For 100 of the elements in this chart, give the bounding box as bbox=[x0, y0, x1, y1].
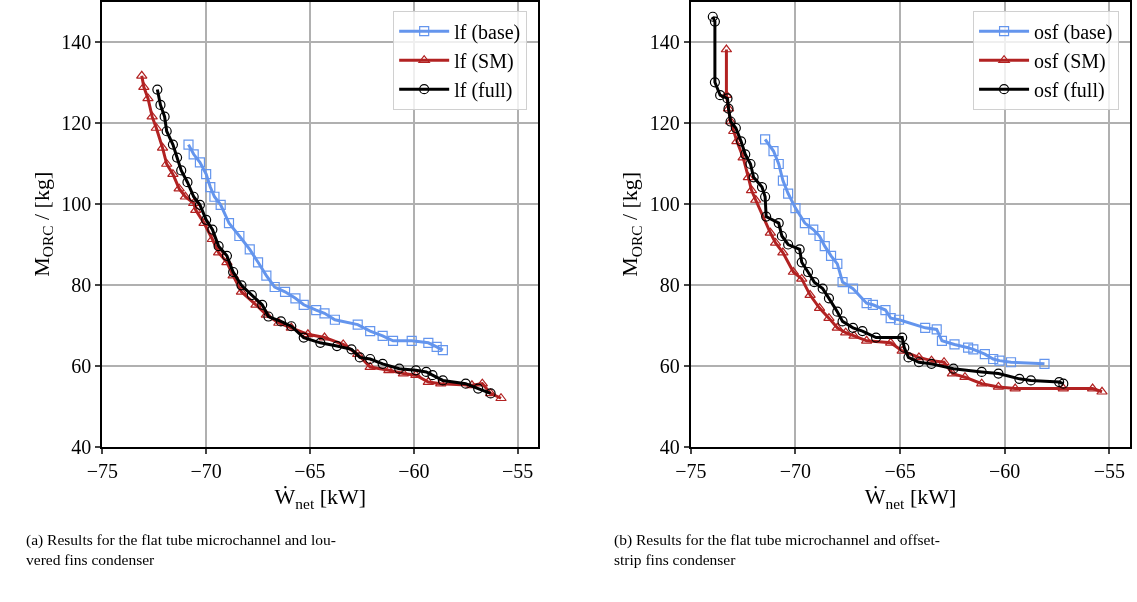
point bbox=[290, 293, 301, 304]
point bbox=[421, 366, 432, 378]
point bbox=[205, 181, 216, 193]
point bbox=[1054, 376, 1065, 388]
point bbox=[709, 77, 720, 88]
point bbox=[745, 158, 756, 170]
point bbox=[236, 280, 247, 291]
point bbox=[979, 349, 990, 360]
point bbox=[167, 139, 179, 150]
legend-label: lf (base) bbox=[454, 20, 521, 44]
point bbox=[176, 165, 187, 176]
point bbox=[790, 203, 801, 214]
x-axis-title: Ẇ$_{net}$ [kW] bbox=[864, 484, 957, 512]
point bbox=[847, 322, 859, 333]
point bbox=[394, 363, 405, 374]
point bbox=[913, 352, 925, 361]
y-tick-label: 40 bbox=[71, 435, 92, 458]
x-axis-title: Ẇ$_{net}$ [kW] bbox=[274, 484, 367, 512]
point bbox=[920, 322, 931, 333]
point bbox=[777, 175, 789, 186]
legend-label: osf (full) bbox=[1034, 78, 1105, 102]
point bbox=[383, 365, 395, 374]
point bbox=[949, 339, 960, 350]
point bbox=[1096, 386, 1108, 395]
point bbox=[804, 289, 816, 298]
point bbox=[794, 244, 805, 255]
point bbox=[246, 289, 257, 301]
point bbox=[329, 314, 340, 325]
point bbox=[760, 134, 771, 145]
point bbox=[837, 277, 848, 288]
x-tick-label: −60 bbox=[989, 459, 1021, 482]
point bbox=[302, 329, 314, 338]
point bbox=[406, 335, 417, 346]
point bbox=[880, 304, 891, 316]
point bbox=[315, 337, 326, 348]
point bbox=[823, 293, 835, 304]
point bbox=[460, 378, 471, 389]
x-tick-label: −70 bbox=[190, 459, 222, 482]
point bbox=[173, 183, 185, 192]
point bbox=[311, 304, 322, 316]
text: (a) Results for the flat tube microchannel and lou- vered fins condenser bbox=[26, 531, 336, 569]
point bbox=[182, 177, 193, 188]
point bbox=[263, 311, 274, 322]
point bbox=[848, 330, 860, 339]
point bbox=[155, 99, 166, 111]
point bbox=[783, 188, 794, 199]
point bbox=[893, 314, 905, 325]
point bbox=[926, 358, 937, 369]
x-tick-label: −65 bbox=[884, 459, 916, 482]
point bbox=[748, 172, 759, 183]
point bbox=[897, 332, 908, 343]
point bbox=[857, 325, 868, 337]
y-tick-label: 60 bbox=[71, 354, 92, 377]
point bbox=[215, 199, 226, 210]
y-tick-label: 80 bbox=[659, 273, 680, 296]
point bbox=[364, 361, 376, 370]
point bbox=[847, 283, 859, 294]
legend-label: lf (full) bbox=[454, 78, 513, 102]
x-tick-label: −55 bbox=[501, 459, 534, 482]
x-tick-label: −75 bbox=[675, 459, 707, 482]
y-tick-label: 80 bbox=[71, 273, 92, 296]
point bbox=[223, 217, 235, 229]
point bbox=[707, 11, 718, 22]
y-tick-label: 40 bbox=[659, 435, 680, 458]
point bbox=[427, 370, 438, 381]
point bbox=[331, 340, 343, 352]
point bbox=[244, 244, 255, 255]
point bbox=[377, 330, 388, 342]
y-tick-label: 60 bbox=[659, 354, 680, 377]
point bbox=[994, 355, 1005, 366]
point bbox=[776, 230, 787, 242]
point bbox=[387, 335, 399, 346]
point bbox=[735, 136, 747, 147]
point bbox=[817, 283, 828, 294]
x-tick-label: −55 bbox=[1093, 459, 1125, 482]
point bbox=[963, 342, 974, 353]
point bbox=[913, 357, 925, 368]
point bbox=[365, 353, 376, 365]
point bbox=[1009, 383, 1021, 392]
point bbox=[269, 281, 280, 293]
point bbox=[948, 363, 959, 374]
point bbox=[423, 337, 434, 348]
point bbox=[1005, 357, 1017, 368]
point bbox=[777, 247, 789, 256]
point bbox=[188, 149, 199, 160]
point bbox=[1014, 373, 1025, 384]
point bbox=[709, 16, 720, 27]
point bbox=[495, 393, 507, 402]
text: (b) Results for the flat tube microchannel and offset- strip fins condenser bbox=[614, 531, 940, 569]
point bbox=[234, 230, 245, 242]
x-tick-label: −60 bbox=[398, 459, 430, 482]
point bbox=[938, 357, 950, 366]
x-tick-label: −75 bbox=[86, 459, 118, 482]
point bbox=[799, 217, 810, 229]
point bbox=[221, 250, 233, 261]
point bbox=[250, 299, 262, 308]
legend-label: osf (base) bbox=[1034, 20, 1113, 44]
point bbox=[808, 224, 819, 235]
point bbox=[722, 93, 733, 104]
point bbox=[870, 332, 882, 343]
